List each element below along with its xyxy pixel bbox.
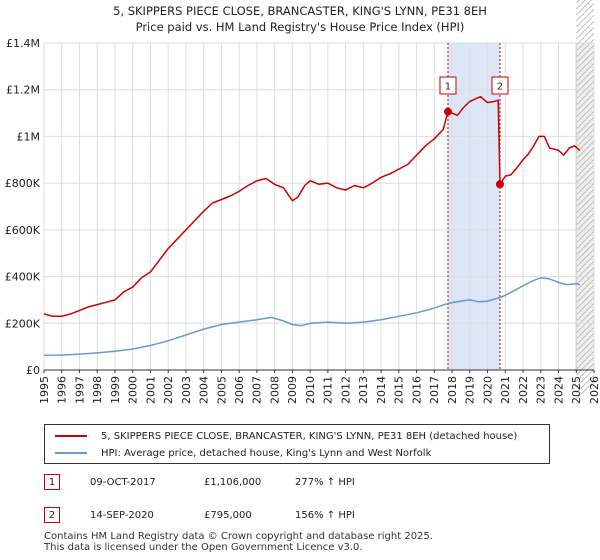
x-tick-label: 2025: [570, 376, 583, 404]
legend-item-property: 5, SKIPPERS PIECE CLOSE, BRANCASTER, KIN…: [55, 428, 517, 444]
x-tick-label: 2012: [339, 376, 352, 404]
transaction-price: £795,000: [204, 509, 252, 521]
plot-area: [44, 43, 594, 370]
transaction-row: 2 14-SEP-2020 £795,000 156% ↑ HPI: [44, 505, 564, 525]
annotation-box: [439, 76, 457, 95]
x-tick-label: 2026: [588, 376, 600, 404]
x-tick-label: 2018: [446, 376, 459, 404]
forecast-hatching: [575, 0, 595, 400]
legend-label-property: 5, SKIPPERS PIECE CLOSE, BRANCASTER, KIN…: [101, 430, 518, 442]
x-tick-label: 2008: [268, 376, 281, 404]
legend-item-hpi: HPI: Average price, detached house, King…: [55, 445, 431, 461]
x-tick-label: 2017: [428, 376, 441, 404]
x-tick-label: 2007: [251, 376, 264, 404]
x-tick-label: 2001: [144, 376, 157, 404]
transaction-hpi-change: 156% ↑ HPI: [295, 509, 355, 521]
transaction-date: 14-SEP-2020: [90, 509, 154, 521]
transaction-row: 1 09-OCT-2017 £1,106,000 277% ↑ HPI: [44, 472, 564, 492]
x-tick-label: 2010: [304, 376, 317, 404]
x-tick-label: 1996: [56, 376, 69, 404]
x-tick-label: 2019: [464, 376, 477, 404]
y-tick-label: £600K: [5, 224, 41, 237]
legend: 5, SKIPPERS PIECE CLOSE, BRANCASTER, KIN…: [44, 424, 550, 464]
transaction-date: 09-OCT-2017: [90, 476, 156, 488]
transaction-marker: 1: [44, 474, 60, 490]
y-tick-label: £800K: [5, 177, 41, 190]
transaction-hpi-change: 277% ↑ HPI: [295, 476, 355, 488]
x-tick-label: 2009: [286, 376, 299, 404]
footer-line: Contains HM Land Registry data © Crown c…: [44, 531, 433, 542]
series-line-hpi: [43, 276, 581, 357]
x-tick-label: 2022: [517, 376, 530, 404]
x-tick-label: 2024: [552, 376, 565, 404]
sale-point: [495, 180, 504, 189]
x-tick-label: 2011: [322, 376, 335, 404]
y-tick-label: £200K: [5, 317, 41, 330]
x-tick-label: 2014: [375, 376, 388, 404]
x-tick-label: 2023: [535, 376, 548, 404]
series-line-property: [43, 95, 581, 318]
chart-subtitle: Price paid vs. HM Land Registry's House …: [136, 20, 465, 34]
x-tick-label: 2015: [393, 376, 406, 404]
legend-swatch-hpi: [55, 452, 87, 454]
x-tick-label: 1995: [38, 376, 51, 404]
chart-title: 5, SKIPPERS PIECE CLOSE, BRANCASTER, KIN…: [113, 4, 487, 18]
x-tick-label: 1999: [109, 376, 122, 404]
x-tick-label: 2020: [481, 376, 494, 404]
annotation-label: 2: [497, 82, 503, 93]
annotation-label: 1: [445, 82, 451, 93]
y-tick-label: £1.4M: [6, 37, 40, 50]
sale-point: [443, 107, 452, 116]
sale-period-shading: [447, 43, 500, 370]
x-tick-label: 2000: [127, 376, 140, 404]
x-tick-label: 2004: [198, 376, 211, 404]
x-tick-label: 1997: [73, 376, 86, 404]
x-tick-label: 1998: [91, 376, 104, 404]
y-tick-label: £1M: [17, 130, 41, 143]
footer-line: This data is licensed under the Open Gov…: [44, 542, 363, 553]
transaction-marker: 2: [44, 507, 60, 523]
footer-attribution: Contains HM Land Registry data © Crown c…: [44, 531, 433, 553]
x-tick-label: 2013: [357, 376, 370, 404]
legend-swatch-property: [55, 435, 87, 437]
x-tick-label: 2003: [180, 376, 193, 404]
x-tick-label: 2005: [215, 376, 228, 404]
x-tick-label: 2016: [410, 376, 423, 404]
price-chart: 5, SKIPPERS PIECE CLOSE, BRANCASTER, KIN…: [5, 0, 600, 404]
y-tick-label: £400K: [5, 271, 41, 284]
legend-label-hpi: HPI: Average price, detached house, King…: [101, 447, 432, 459]
y-tick-label: £1.2M: [6, 84, 40, 97]
y-tick-label: £0: [26, 364, 40, 377]
x-tick-label: 2021: [499, 376, 512, 404]
annotation-box: [491, 76, 509, 95]
x-tick-label: 2006: [233, 376, 246, 404]
transaction-price: £1,106,000: [204, 476, 262, 488]
x-tick-label: 2002: [162, 376, 175, 404]
